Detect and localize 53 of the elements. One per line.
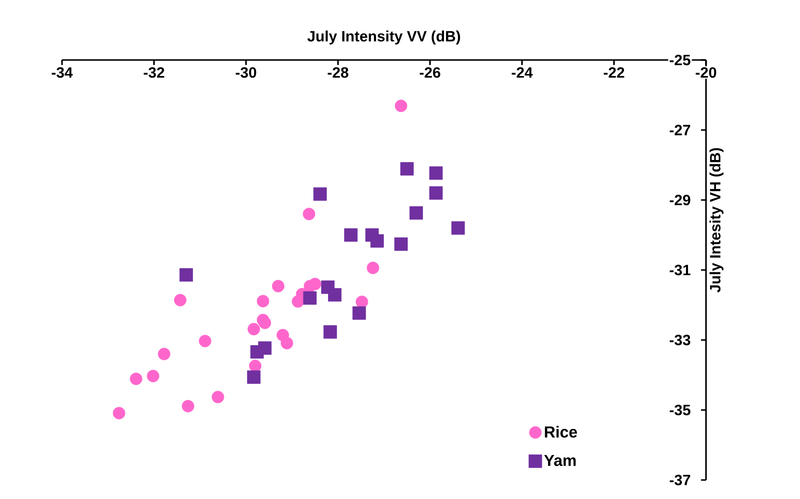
point bbox=[146, 370, 160, 382]
x-tick-label: -28 bbox=[328, 67, 348, 78]
point bbox=[410, 206, 423, 220]
point bbox=[247, 370, 261, 384]
y-tick-label: -33 bbox=[670, 334, 690, 346]
y-tick-label: -25 bbox=[670, 54, 690, 66]
x-tick-label: -30 bbox=[236, 67, 256, 78]
x-tick-label: -20 bbox=[696, 67, 716, 78]
x-tick-label: -22 bbox=[604, 67, 624, 78]
point bbox=[366, 262, 380, 274]
x-tick-label: -24 bbox=[512, 67, 533, 78]
point bbox=[394, 237, 408, 251]
legend-label: Rice bbox=[544, 426, 577, 438]
x-tick-label: -32 bbox=[144, 67, 164, 78]
point bbox=[249, 360, 262, 372]
point bbox=[272, 280, 284, 292]
point bbox=[303, 291, 317, 305]
point bbox=[280, 336, 294, 350]
y-tick-label: -31 bbox=[670, 264, 690, 276]
point bbox=[429, 186, 443, 200]
y-tick-label: -37 bbox=[670, 474, 690, 486]
y-tick-label: -35 bbox=[670, 404, 690, 416]
x-tick-label: -26 bbox=[420, 67, 440, 78]
point bbox=[182, 400, 194, 412]
point bbox=[400, 162, 414, 176]
point bbox=[198, 334, 212, 348]
x-axis-title: July Intensity VV (dB) bbox=[307, 30, 460, 44]
point bbox=[370, 234, 384, 248]
point bbox=[429, 166, 443, 180]
point bbox=[394, 100, 408, 112]
x-tick-label: -34 bbox=[52, 67, 73, 78]
point bbox=[158, 348, 170, 360]
y-tick-label: -29 bbox=[670, 194, 690, 206]
point bbox=[258, 341, 272, 355]
point bbox=[248, 322, 260, 336]
point bbox=[323, 325, 337, 339]
y-axis-title: July Intesity VH (dB) bbox=[710, 148, 724, 292]
point bbox=[302, 208, 316, 220]
point bbox=[130, 372, 142, 386]
point bbox=[258, 316, 272, 330]
point bbox=[180, 268, 193, 282]
point bbox=[328, 288, 342, 302]
point bbox=[344, 228, 358, 242]
point bbox=[256, 294, 270, 308]
point bbox=[308, 278, 322, 290]
point bbox=[174, 294, 186, 306]
point bbox=[352, 306, 366, 320]
legend-label: Yam bbox=[544, 454, 576, 466]
point bbox=[313, 187, 327, 201]
point bbox=[451, 221, 465, 235]
point bbox=[112, 406, 126, 420]
point bbox=[212, 390, 224, 404]
y-tick-label: -27 bbox=[670, 124, 690, 136]
